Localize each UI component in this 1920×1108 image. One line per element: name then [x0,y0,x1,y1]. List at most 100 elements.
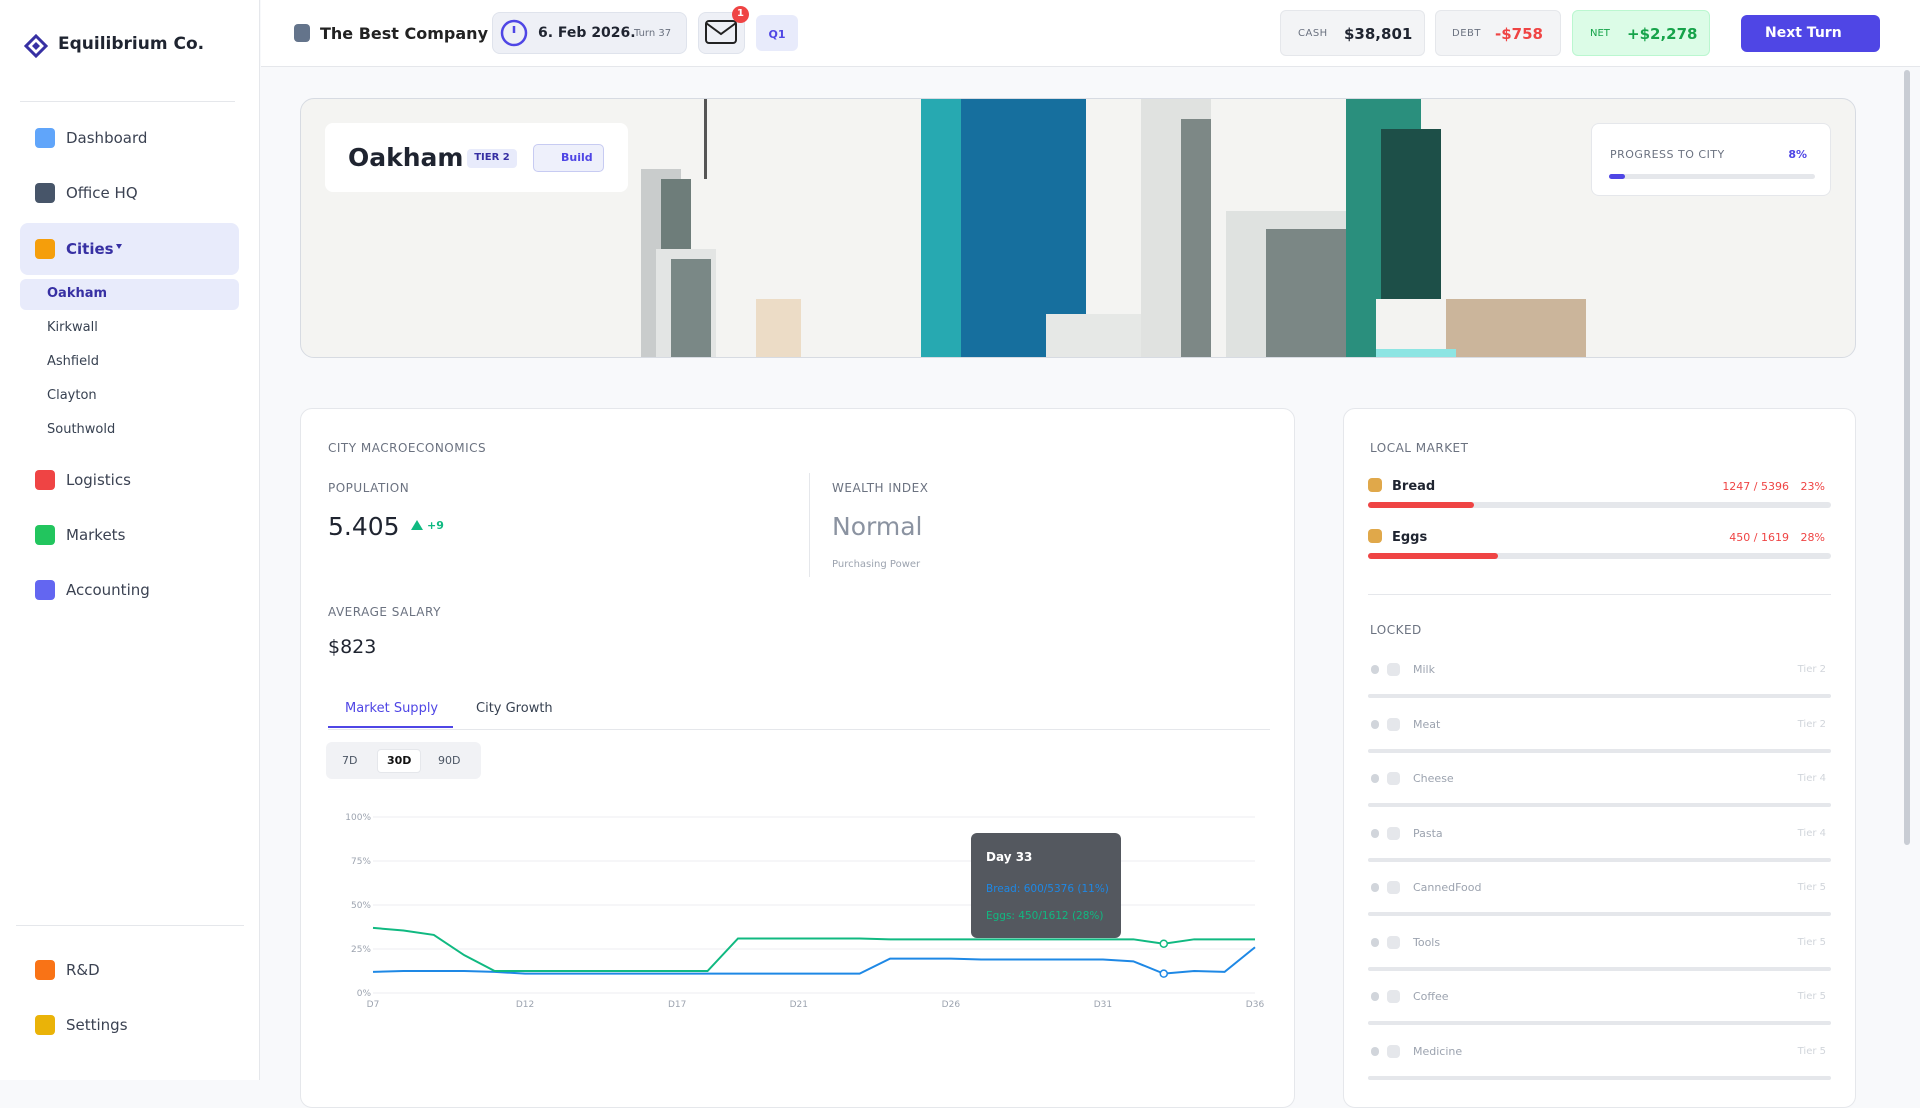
locked-icon [1387,663,1400,676]
nav-item[interactable]: Accounting [66,581,150,599]
city-link[interactable]: Ashfield [47,354,99,369]
item-name: Bread [1392,479,1436,494]
population-label: POPULATION [328,481,410,495]
tooltip-title: Day 33 [986,850,1032,864]
divider [20,101,235,102]
progress-track [1609,174,1815,179]
locked-track [1368,748,1831,753]
hover-point [1159,969,1169,978]
locked-tier: Tier 4 [1797,827,1826,839]
tier-badge [467,149,517,168]
nav-item[interactable]: Cities [66,240,114,258]
item-stock: 450 / 1619 [1729,531,1789,544]
net-box [1572,10,1710,56]
macro-title: CITY MACROECONOMICS [328,441,487,455]
chart: 0% 25% 50% 75% 100% D7 D12 D17 D21 D26 D31 D36 Day 3… [345,813,1264,1010]
next-turn-button[interactable] [1741,15,1880,52]
locked-name: Cheese [1413,772,1454,785]
locked-track [1368,1075,1831,1080]
lock-icon [1371,828,1379,838]
nav-item[interactable]: Dashboard [66,129,148,147]
population-arrow [411,520,423,530]
locked-icon [1387,990,1400,1003]
y-tick-label: 100% [345,813,371,823]
lock-icon [1371,665,1379,674]
build-button[interactable] [533,144,604,172]
nav-item[interactable]: Markets [66,526,126,544]
nav-icon [35,470,55,490]
nav-icon [35,525,55,545]
debt: -$758 [1495,25,1543,43]
nav-item[interactable]: Settings [66,1016,128,1034]
locked-icon [1387,717,1400,731]
x-tick-label: D17 [668,1000,686,1010]
company: The Best Company [320,24,488,43]
x-tick-label: D12 [516,1000,534,1010]
debt-box [1435,10,1561,56]
locked-icon [1387,881,1400,894]
y-tick-label: 50% [351,901,371,911]
population-change: +9 [427,519,444,532]
net-label: NET [1590,28,1610,39]
cash-box [1280,10,1425,56]
nav-icon [35,960,55,980]
range-button[interactable]: 30D [387,754,412,767]
date-box[interactable] [492,12,687,54]
locked-title: LOCKED [1370,623,1422,637]
nav-item[interactable]: R&D [66,961,100,979]
locked-tier: Tier 5 [1797,936,1826,948]
tooltip [971,833,1121,938]
locked-icon [1387,1044,1400,1058]
lock-icon [1371,937,1379,947]
range-button[interactable]: 7D [342,754,358,767]
city-link[interactable]: Clayton [47,388,97,403]
locked-track [1368,857,1831,862]
brand: Equilibrium Co. [58,34,205,54]
y-tick-label: 75% [351,857,371,867]
x-tick-label: D26 [942,1000,961,1010]
lock-icon [1371,883,1379,892]
quarter-box [756,15,798,51]
next-turn: Next Turn [1765,25,1842,41]
brand-logo [24,34,48,58]
city-name: Oakham [348,143,464,172]
nav-icon [35,183,55,203]
item-fill [1368,553,1498,559]
cash: $38,801 [1344,25,1413,43]
build: Build [561,151,593,164]
item-name: Eggs [1392,530,1428,545]
city-link[interactable]: Southwold [47,422,116,437]
locked-name: Coffee [1413,990,1449,1003]
population: 5.405 [328,512,400,541]
quarter: Q1 [768,28,786,41]
locked-icon [1387,772,1400,785]
divider [16,925,244,926]
lock-icon [1371,992,1379,1001]
locked-tier: Tier 5 [1797,882,1826,893]
salary-label: AVERAGE SALARY [328,605,441,619]
item-track [1368,502,1831,508]
series-line [372,946,1256,975]
city-link[interactable]: Oakham [47,286,108,301]
range-active [377,749,421,773]
item-fill [1368,502,1475,508]
nav-item[interactable]: Logistics [66,471,131,489]
divider [809,473,810,577]
y-tick-label: 0% [357,989,372,999]
locked-name: Meat [1413,717,1441,731]
item-track [1368,553,1831,559]
tab[interactable]: City Growth [476,701,553,716]
locked-tier: Tier 5 [1797,1045,1826,1057]
wealth-label: WEALTH INDEX [832,481,929,495]
subnav-highlight [20,279,239,310]
city-link[interactable]: Kirkwall [47,320,98,335]
locked-tier: Tier 2 [1797,718,1826,730]
locked-tier: Tier 5 [1797,991,1826,1002]
tooltip-line: Bread: 600/5376 (11%) [986,883,1109,895]
item-share: 23% [1800,480,1825,493]
nav-icon [35,580,55,600]
locked-name: Milk [1413,663,1435,676]
nav-item[interactable]: Office HQ [66,184,138,202]
tab[interactable]: Market Supply [345,701,439,716]
range-button[interactable]: 90D [438,754,461,767]
